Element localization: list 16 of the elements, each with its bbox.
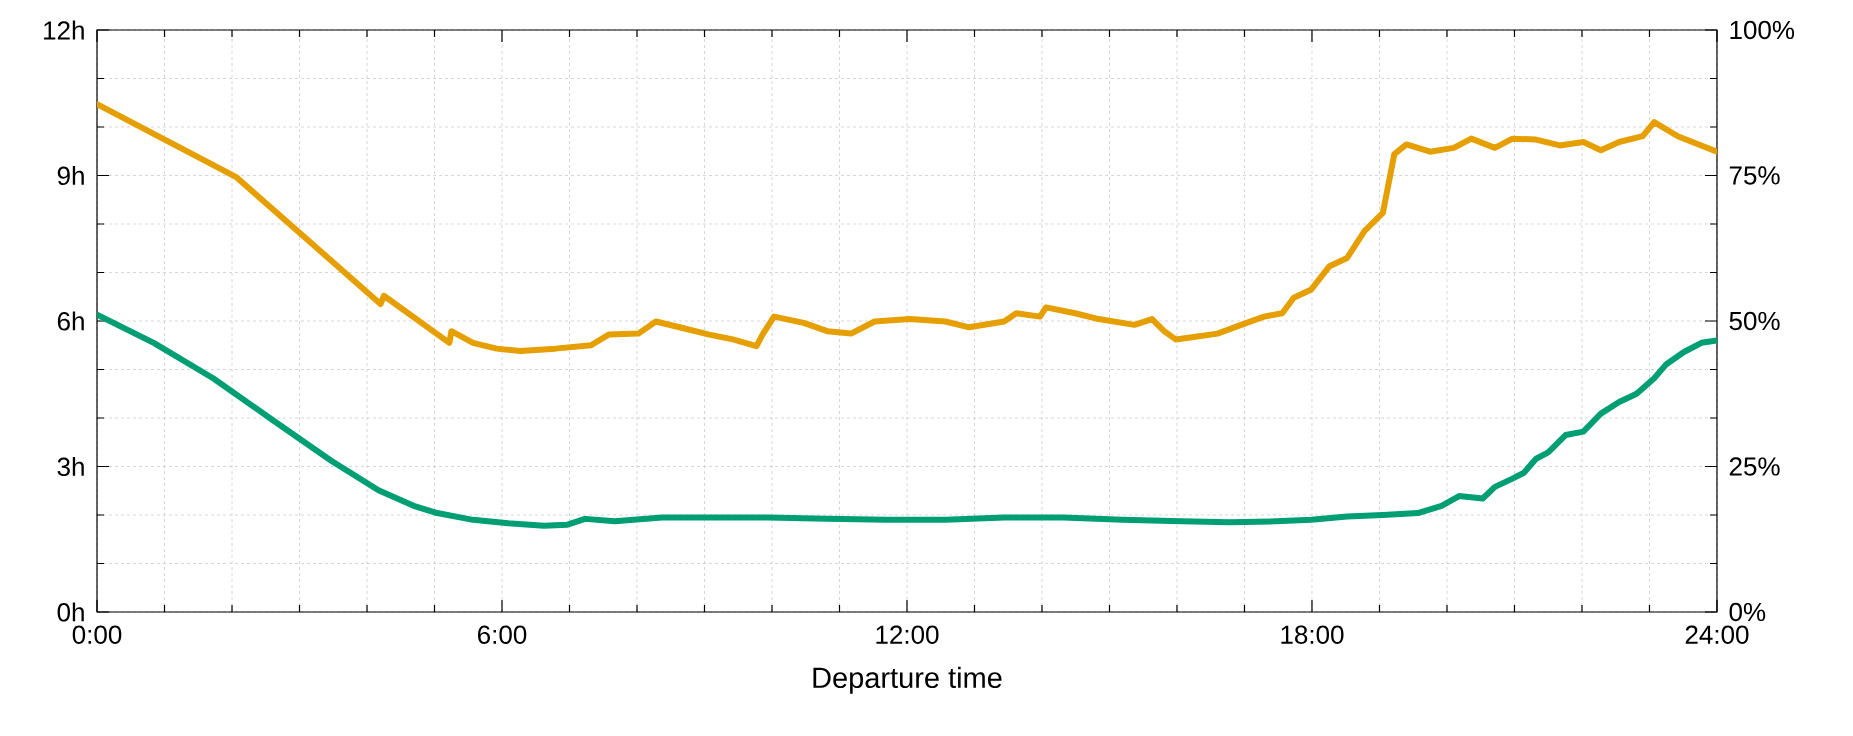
x-tick-label: 6:00: [478, 625, 527, 644]
y-tick-label: 0h: [57, 602, 84, 622]
y-tick-label: 9h: [57, 165, 84, 186]
y-tick-label: 6h: [57, 311, 84, 331]
y2-tick-label: 25%: [1729, 457, 1780, 476]
y2-tick-label: 75%: [1729, 166, 1780, 185]
y-tick-label: 3h: [57, 456, 84, 477]
y2-tick-label: 100%: [1730, 20, 1795, 40]
x-tick-label: 24:00: [1685, 625, 1749, 644]
y-tick-label: 12h: [44, 20, 84, 40]
y2-tick-label: 50%: [1729, 311, 1780, 331]
y2-tick-label: 0%: [1729, 602, 1766, 622]
x-tick-label: 18:00: [1281, 625, 1344, 644]
x-tick-label: 12:00: [876, 625, 939, 644]
x-axis-title: Departure time: [813, 666, 1002, 694]
x-tick-label: 0:00: [72, 625, 122, 644]
